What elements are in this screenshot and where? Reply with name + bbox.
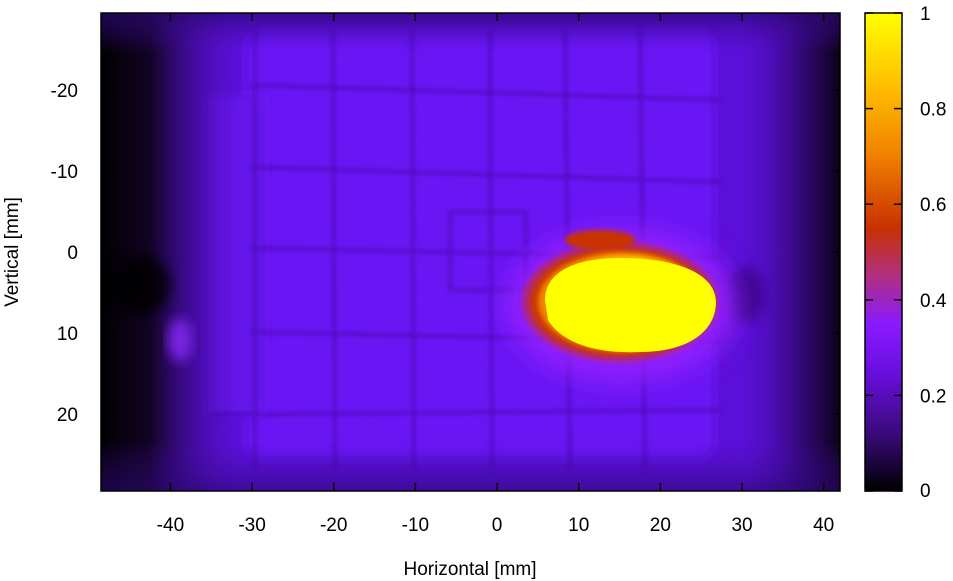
x-tick-label: -30	[238, 515, 265, 536]
colorbar-tick-label: 0.4	[920, 291, 947, 312]
x-tick-label: 10	[568, 515, 589, 536]
x-tick-label: 40	[813, 515, 834, 536]
x-tick-label: 20	[650, 515, 671, 536]
y-tick-label: 0	[67, 243, 78, 264]
colorbar-tick-label: 1	[920, 4, 931, 25]
x-tick-label: 30	[731, 515, 752, 536]
x-axis-ticks: -40 -30 -20 -10 0 10 20 30 40	[157, 13, 834, 536]
y-tick-label: -20	[51, 81, 78, 102]
colorbar-tick-label: 0.6	[920, 195, 946, 216]
colorbar-ticks: 0 0.2 0.4 0.6 0.8 1	[865, 4, 947, 502]
colorbar-tick-label: 0	[920, 481, 931, 502]
y-tick-label: 10	[57, 324, 78, 345]
x-tick-label: -10	[402, 515, 429, 536]
colorbar-gradient	[864, 12, 903, 492]
y-axis-ticks: -20 -10 0 10 20	[51, 81, 840, 426]
y-axis-title: Vertical [mm]	[2, 197, 23, 307]
colorbar-tick-label: 0.8	[920, 100, 946, 121]
y-tick-label: -10	[51, 162, 78, 183]
heatmap-image	[101, 13, 840, 491]
x-tick-label: -40	[157, 515, 184, 536]
x-tick-label: -20	[320, 515, 347, 536]
x-axis-title: Horizontal [mm]	[403, 559, 536, 580]
colorbar: 0 0.2 0.4 0.6 0.8 1	[864, 4, 947, 502]
colorbar-tick-label: 0.2	[920, 386, 946, 407]
y-tick-label: 20	[57, 405, 78, 426]
x-tick-label: 0	[492, 515, 503, 536]
